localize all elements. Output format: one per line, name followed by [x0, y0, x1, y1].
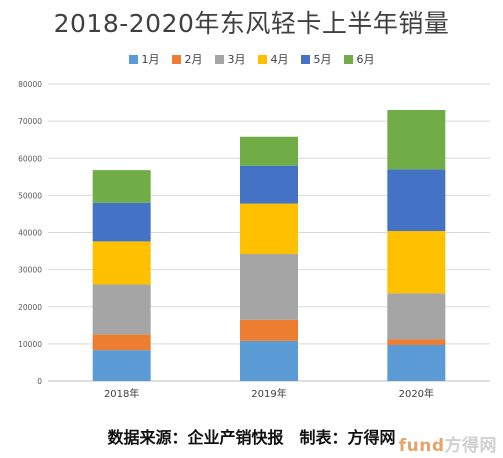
- bar-segment: [387, 293, 446, 340]
- bar-segment: [387, 231, 446, 294]
- bar-segment: [92, 170, 151, 203]
- chart-legend: 1月 2月 3月 4月 5月 6月: [0, 51, 503, 67]
- legend-swatch: [171, 54, 181, 64]
- y-tick-label: 30000: [18, 266, 42, 275]
- legend-label: 5月: [313, 53, 332, 66]
- bar-segment: [240, 340, 298, 381]
- bar-segment: [240, 165, 298, 204]
- bar-segment: [387, 169, 446, 232]
- watermark-logo: fund方得网: [399, 431, 497, 456]
- y-tick-label: 60000: [18, 154, 42, 163]
- bar-segment: [92, 241, 151, 285]
- y-tick-label: 80000: [18, 80, 42, 89]
- y-tick-label: 10000: [18, 340, 42, 349]
- x-tick-label: 2019年: [251, 387, 286, 400]
- legend-swatch: [214, 54, 224, 64]
- legend-item-5: 5月: [300, 51, 332, 67]
- legend-label: 6月: [356, 53, 375, 66]
- legend-item-3: 3月: [214, 51, 246, 67]
- x-tick-label: 2020年: [399, 387, 434, 400]
- bar-segment: [240, 203, 298, 255]
- bar-segment: [240, 319, 298, 341]
- bar-segment: [92, 334, 151, 351]
- bar-segment: [387, 339, 446, 345]
- legend-swatch: [343, 54, 353, 64]
- bar-segment: [387, 109, 446, 170]
- bar-segment: [387, 344, 446, 381]
- bar-segment: [240, 136, 298, 166]
- legend-swatch: [128, 54, 138, 64]
- bar-segment: [240, 254, 298, 320]
- legend-label: 2月: [184, 53, 203, 66]
- legend-item-2: 2月: [171, 51, 203, 67]
- y-tick-label: 70000: [18, 117, 42, 126]
- legend-item-4: 4月: [257, 51, 289, 67]
- y-tick-label: 0: [37, 377, 42, 386]
- source-note: 数据来源：企业产销快报 制表：方得网: [107, 428, 396, 447]
- legend-label: 3月: [227, 53, 246, 66]
- legend-item-6: 6月: [343, 51, 375, 67]
- x-tick-label: 2018年: [104, 387, 139, 400]
- legend-item-1: 1月: [128, 51, 160, 67]
- y-tick-label: 50000: [18, 191, 42, 200]
- y-tick-label: 20000: [18, 303, 42, 312]
- bar-segment: [92, 350, 151, 381]
- watermark-brand-latin: fund: [398, 436, 445, 456]
- legend-label: 1月: [141, 53, 160, 66]
- legend-swatch: [257, 54, 267, 64]
- y-tick-label: 40000: [18, 229, 42, 238]
- chart-title: 2018-2020年东风轻卡上半年销量: [53, 9, 450, 38]
- bar-segment: [92, 284, 151, 335]
- bar-segment: [92, 202, 151, 242]
- legend-swatch: [300, 54, 310, 64]
- legend-label: 4月: [270, 53, 289, 66]
- watermark-brand-text: 方得网: [444, 436, 497, 456]
